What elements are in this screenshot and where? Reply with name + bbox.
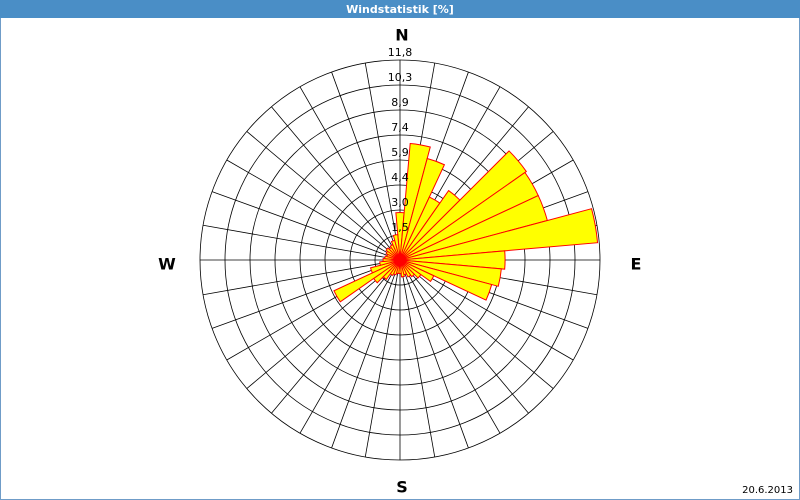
direction-label: E [631,255,642,274]
r-tick-label: 7,4 [391,121,409,134]
date: 20.6.2013 [742,485,793,496]
wind-sector [399,259,405,278]
title-bar [0,0,800,18]
plot: 1,5 3,0 4,4 5,9 7,4 8,9 10,3 11,8 [199,46,601,461]
r-tick-label: 1,5 [391,221,409,234]
r-tick-label: 8,9 [391,96,409,109]
grid-ring [249,109,551,411]
wind-sector [379,259,401,266]
r-tick-label: 4,4 [391,171,409,184]
grid-ring [224,84,576,436]
r-tick-label: 3,0 [391,196,409,209]
wind-sector [399,208,599,261]
wind-sector [399,150,528,261]
grid-ring [199,59,601,461]
wind-sector [369,259,401,274]
chart-title: Windstatistik [%] [346,3,454,16]
wind-sector [399,259,416,278]
r-tick-label: 10,3 [388,71,413,84]
wind-sector [399,250,506,270]
grid-ring [274,134,526,386]
wind-sector [399,259,412,278]
direction-label: S [396,478,408,497]
wind-sector [399,259,422,279]
wind-sector [333,259,401,303]
r-tick-label: 11,8 [388,46,413,59]
r-tick-label: 5,9 [391,146,409,159]
wind-sector [399,259,493,301]
wind-sector [392,234,401,261]
direction-label: W [158,255,176,274]
direction-label: N [395,26,408,45]
wind-sector [399,157,446,261]
